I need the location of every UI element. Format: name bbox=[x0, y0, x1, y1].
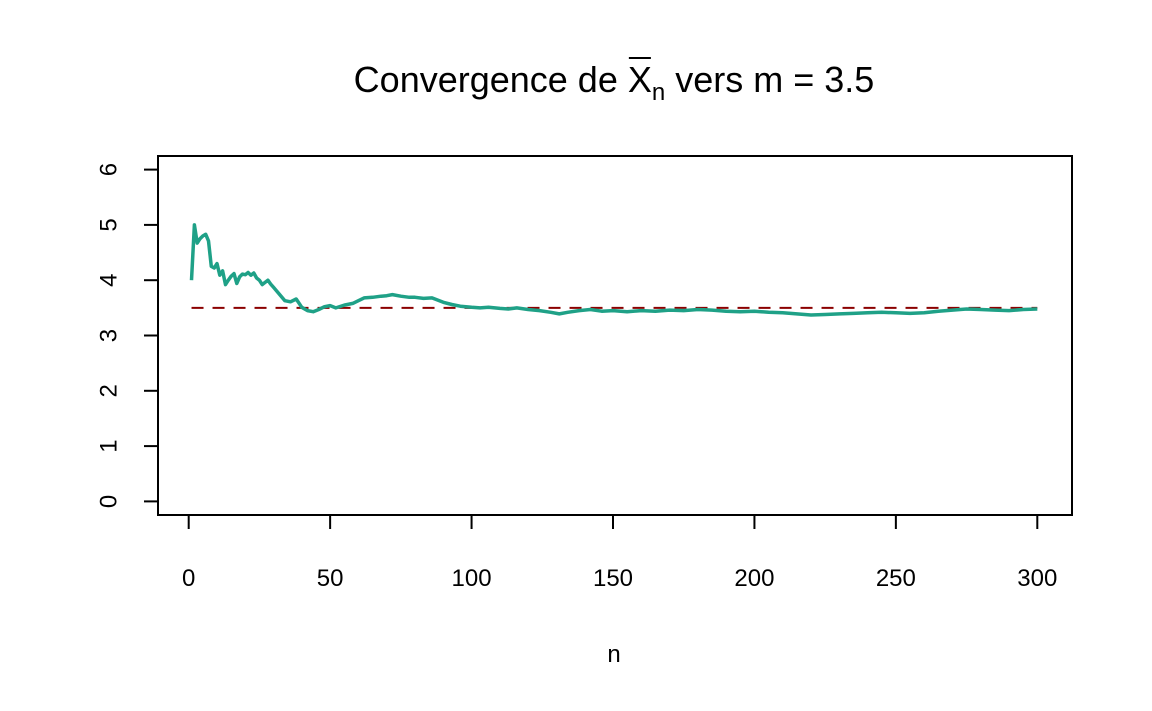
chart-title: Convergence de Xn vers m = 3.5 bbox=[354, 59, 875, 106]
x-tick-label: 150 bbox=[593, 565, 633, 592]
x-tick-label: 300 bbox=[1017, 565, 1057, 592]
chart-title-suffix: vers m = 3.5 bbox=[665, 59, 874, 100]
chart-title-symbol: X bbox=[628, 59, 652, 100]
x-tick-label: 50 bbox=[317, 565, 344, 592]
x-tick-label: 200 bbox=[734, 565, 774, 592]
y-tick-label: 6 bbox=[95, 163, 122, 176]
chart-title-prefix: Convergence de bbox=[354, 59, 628, 100]
y-tick-label: 2 bbox=[95, 384, 122, 397]
x-tick-label: 0 bbox=[182, 565, 195, 592]
y-tick-label: 4 bbox=[95, 274, 122, 287]
x-axis: 0 50 100 150 200 250 300 bbox=[182, 514, 1057, 592]
plot-frame bbox=[157, 155, 1073, 516]
series-line bbox=[189, 223, 1038, 317]
y-axis: 0 1 2 3 4 5 6 bbox=[95, 163, 159, 508]
x-axis-label: n bbox=[607, 641, 620, 668]
x-tick-label: 100 bbox=[452, 565, 492, 592]
y-tick-label: 3 bbox=[95, 329, 122, 342]
y-tick-label: 0 bbox=[95, 495, 122, 508]
y-tick-label: 1 bbox=[95, 439, 122, 452]
chart-title-subscript: n bbox=[652, 79, 665, 106]
x-tick-label: 250 bbox=[876, 565, 916, 592]
y-tick-label: 5 bbox=[95, 218, 122, 231]
